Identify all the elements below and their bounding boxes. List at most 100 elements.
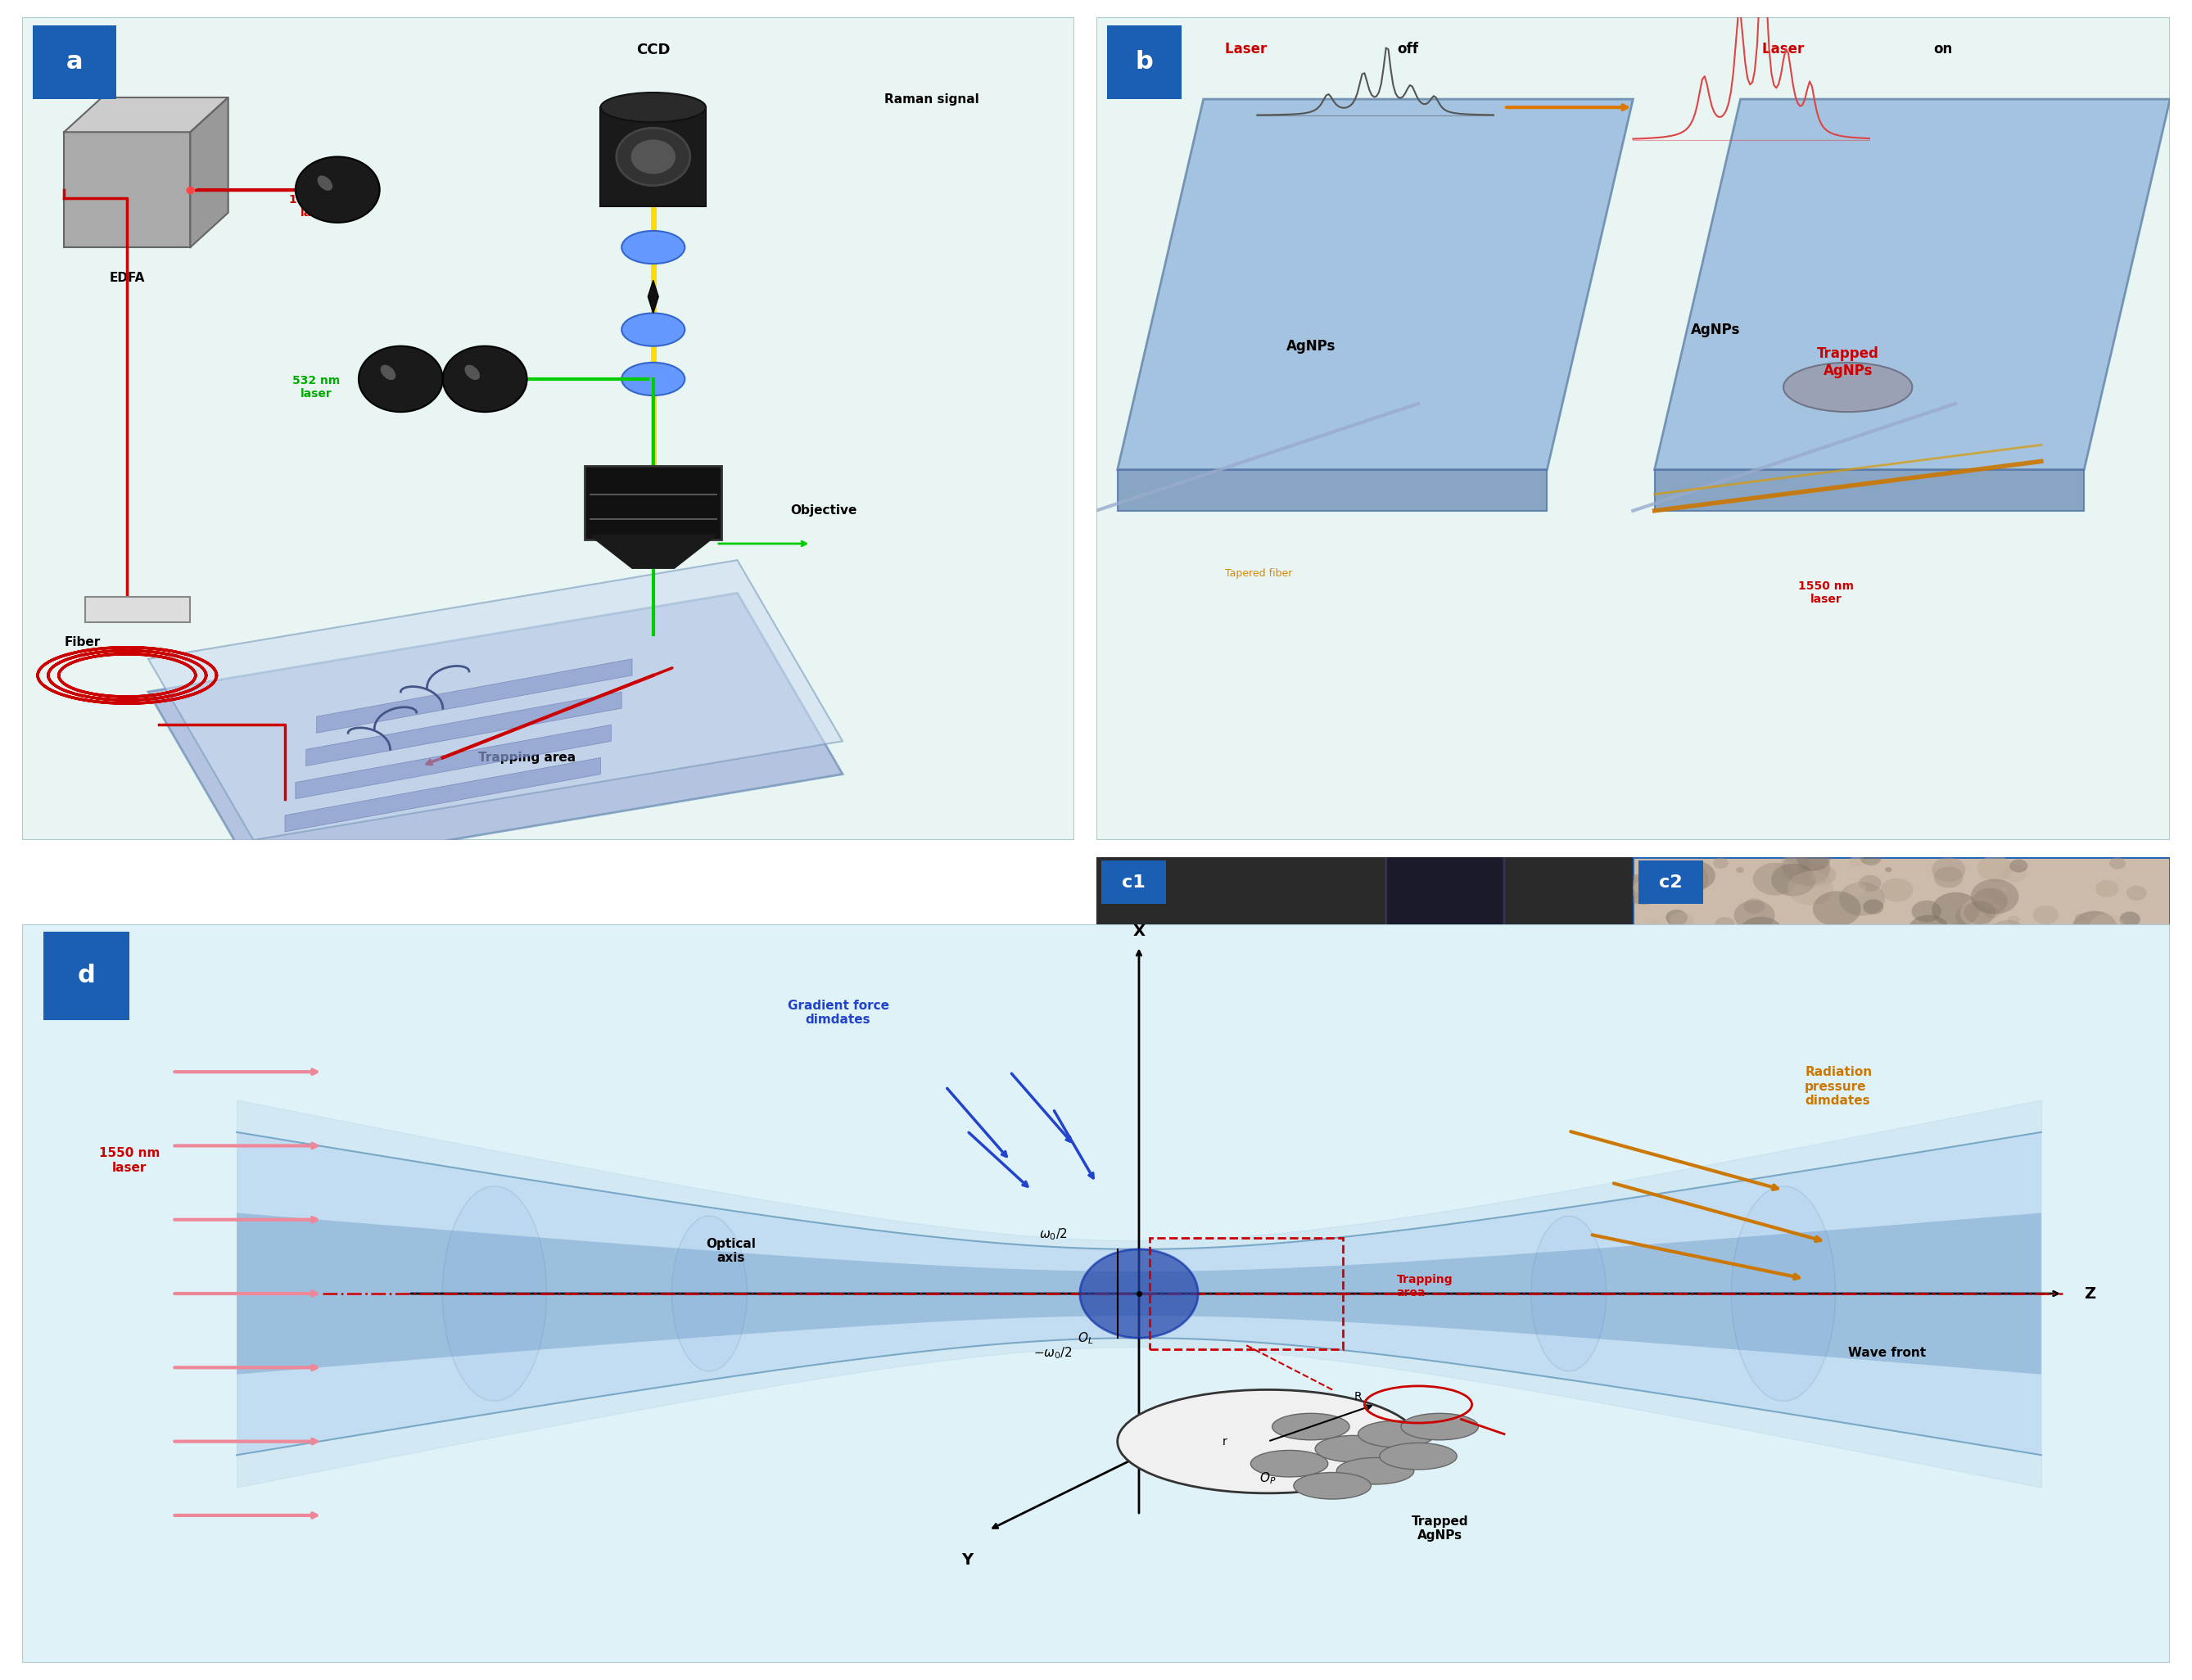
Circle shape	[1710, 1080, 1727, 1092]
Circle shape	[1887, 1158, 1918, 1181]
Circle shape	[1973, 889, 2008, 914]
Polygon shape	[191, 97, 228, 247]
Circle shape	[1979, 907, 1986, 912]
Circle shape	[1664, 983, 1699, 1010]
Circle shape	[1984, 907, 1999, 919]
Text: 1550 nm
laser: 1550 nm laser	[289, 193, 344, 218]
FancyBboxPatch shape	[22, 17, 1074, 840]
Circle shape	[1712, 1033, 1734, 1048]
Ellipse shape	[1784, 363, 1911, 412]
Circle shape	[2056, 1097, 2093, 1124]
Text: $-\omega_0/2$: $-\omega_0/2$	[1035, 1346, 1072, 1361]
Circle shape	[1949, 924, 1968, 939]
Circle shape	[1662, 1052, 1708, 1087]
Circle shape	[1743, 899, 1765, 914]
Circle shape	[1848, 1082, 1859, 1089]
Circle shape	[1622, 1228, 1657, 1255]
Polygon shape	[296, 724, 612, 800]
Circle shape	[629, 139, 677, 175]
Polygon shape	[1118, 470, 1548, 511]
Circle shape	[1725, 1018, 1743, 1032]
Circle shape	[1804, 1058, 1811, 1063]
Circle shape	[2041, 1021, 2052, 1028]
Circle shape	[2045, 1146, 2071, 1164]
Circle shape	[2008, 916, 2019, 926]
Circle shape	[1782, 850, 1830, 885]
Circle shape	[1892, 1018, 1909, 1032]
Circle shape	[2010, 1085, 2023, 1094]
Circle shape	[2003, 865, 2025, 882]
Circle shape	[2131, 1052, 2148, 1063]
Circle shape	[1964, 1146, 2003, 1174]
Text: Tapered fiber: Tapered fiber	[1841, 1215, 1909, 1225]
Circle shape	[2117, 1124, 2139, 1139]
Circle shape	[616, 128, 690, 185]
Circle shape	[1727, 1082, 1769, 1112]
Circle shape	[1725, 979, 1762, 1006]
Circle shape	[1767, 948, 1797, 969]
Circle shape	[1903, 984, 1914, 993]
Circle shape	[1811, 865, 1837, 884]
Circle shape	[1885, 867, 1892, 872]
Circle shape	[1642, 867, 1653, 875]
Circle shape	[2107, 1033, 2146, 1062]
Circle shape	[2082, 1092, 2102, 1107]
Circle shape	[2089, 1085, 2122, 1109]
Circle shape	[1622, 1097, 1651, 1117]
Circle shape	[1835, 966, 1879, 998]
Circle shape	[2109, 857, 2126, 869]
Circle shape	[1907, 916, 1951, 946]
Circle shape	[2117, 948, 2133, 959]
Text: Tapered fiber: Tapered fiber	[1225, 568, 1293, 580]
Circle shape	[1968, 1122, 1984, 1132]
Text: Tapered fiber: Tapered fiber	[1249, 1215, 1317, 1225]
Circle shape	[1990, 921, 2025, 948]
Text: Wave front: Wave front	[1848, 1347, 1927, 1359]
Circle shape	[1990, 1247, 1999, 1253]
Circle shape	[1911, 941, 1955, 974]
Circle shape	[1839, 882, 1885, 916]
Circle shape	[1848, 882, 1865, 895]
Circle shape	[1868, 1235, 1874, 1240]
Circle shape	[1780, 1077, 1806, 1095]
Text: on: on	[1933, 42, 1953, 55]
Ellipse shape	[1530, 1216, 1607, 1371]
Ellipse shape	[671, 1216, 747, 1371]
Circle shape	[2104, 1242, 2115, 1250]
Text: a: a	[66, 50, 83, 74]
Circle shape	[2039, 1026, 2052, 1035]
Circle shape	[1703, 1198, 1712, 1205]
Ellipse shape	[318, 175, 333, 190]
Circle shape	[2111, 1045, 2122, 1053]
Circle shape	[1852, 1048, 1876, 1065]
Ellipse shape	[623, 230, 684, 264]
Circle shape	[1859, 875, 1881, 892]
Polygon shape	[149, 593, 842, 874]
Circle shape	[1648, 921, 1659, 929]
Circle shape	[1946, 1216, 1982, 1242]
Circle shape	[2001, 887, 2008, 890]
Circle shape	[1710, 1109, 1751, 1141]
Circle shape	[2032, 1032, 2045, 1042]
Circle shape	[1931, 892, 1979, 927]
FancyBboxPatch shape	[585, 465, 721, 539]
Text: c1: c1	[1122, 874, 1146, 890]
Circle shape	[2107, 1158, 2122, 1169]
Circle shape	[2128, 1200, 2161, 1223]
Circle shape	[1925, 1198, 1957, 1223]
Circle shape	[2017, 1023, 2060, 1055]
Circle shape	[443, 346, 526, 412]
Circle shape	[1815, 1169, 1828, 1179]
Circle shape	[1826, 1055, 1830, 1058]
Circle shape	[1863, 1233, 1892, 1253]
Circle shape	[2146, 944, 2174, 966]
Ellipse shape	[443, 1186, 546, 1401]
Circle shape	[1705, 1196, 1729, 1213]
Circle shape	[1786, 995, 1804, 1008]
Circle shape	[1697, 1030, 1729, 1055]
Circle shape	[1631, 875, 1664, 900]
Circle shape	[1907, 1183, 1938, 1206]
Circle shape	[1881, 931, 1887, 934]
Circle shape	[1379, 1443, 1458, 1470]
Circle shape	[1670, 912, 1694, 929]
